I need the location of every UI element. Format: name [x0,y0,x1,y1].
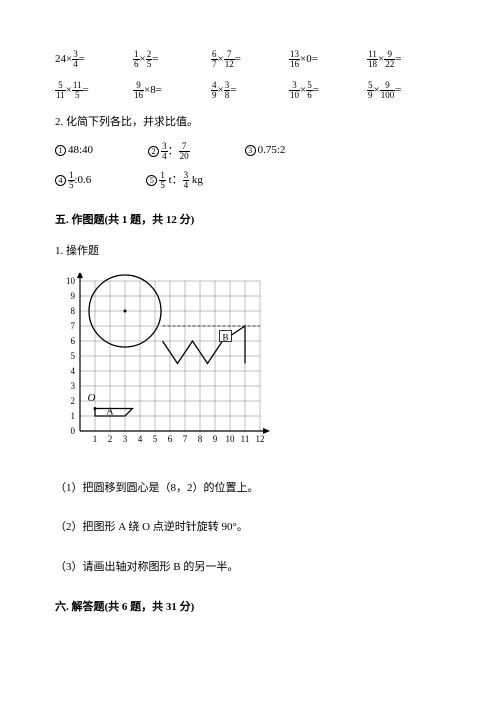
circled-num: 4 [55,175,66,186]
svg-text:4: 4 [71,366,76,376]
ratio-item: 234：720 [148,142,190,161]
svg-text:6: 6 [71,336,76,346]
q2-title: 2. 化简下列各比，并求比值。 [55,114,445,132]
arith-row-2: 511×115= 916×8= 49×38= 310×56= 59×9100= [55,81,445,100]
svg-text:9: 9 [213,434,218,444]
expr: 511×115= [55,81,133,100]
svg-text:7: 7 [71,321,76,331]
expr: 1316×0= [289,50,367,69]
ratio-item: 415:0.6 [55,171,91,190]
svg-text:7: 7 [183,434,188,444]
expr: 310×56= [289,81,367,100]
grid-figure: 123456789101112012345678910AOB [55,273,445,458]
circled-num: 1 [55,145,66,156]
instruction-2: （2）把图形 A 绕 O 点逆时针旋转 90°。 [55,519,445,537]
expr: 16×25= [133,50,211,69]
svg-text:3: 3 [71,381,76,391]
svg-text:B: B [222,332,228,342]
circled-num: 3 [245,145,256,156]
instruction-1: （1）把圆移到圆心是（8，2）的位置上。 [55,480,445,498]
svg-text:0: 0 [71,426,76,436]
svg-text:O: O [88,392,96,404]
ratio-item: 30.75:2 [245,142,286,161]
expr: 67×712= [211,50,289,69]
svg-text:9: 9 [71,291,76,301]
expr: 59×9100= [367,81,445,100]
ratio-item: 515 t：34 kg [146,171,203,190]
expr: 24×34= [55,50,133,69]
svg-text:8: 8 [198,434,203,444]
circled-num: 2 [148,146,159,157]
expr: 916×8= [133,81,211,100]
ratio-item: 148:40 [55,142,93,161]
svg-text:1: 1 [71,411,76,421]
section-5-sub: 1. 操作题 [55,243,445,261]
svg-text:2: 2 [71,396,76,406]
svg-text:8: 8 [71,306,76,316]
expr: 49×38= [211,81,289,100]
ratio-row-2: 415:0.6 515 t：34 kg [55,171,445,190]
svg-text:12: 12 [256,434,265,444]
grid-svg: 123456789101112012345678910AOB [55,273,275,458]
svg-text:6: 6 [168,434,173,444]
svg-text:10: 10 [226,434,236,444]
expr: 1118×922= [367,50,445,69]
svg-text:10: 10 [66,276,76,286]
instruction-3: （3）请画出轴对称图形 B 的另一半。 [55,559,445,577]
svg-text:11: 11 [241,434,250,444]
section-5-title: 五. 作图题(共 1 题，共 12 分) [55,212,445,230]
instructions: （1）把圆移到圆心是（8，2）的位置上。 （2）把图形 A 绕 O 点逆时针旋转… [55,480,445,577]
arith-row-1: 24×34= 16×25= 67×712= 1316×0= 1118×922= [55,50,445,69]
svg-text:5: 5 [71,351,76,361]
section-6-title: 六. 解答题(共 6 题，共 31 分) [55,599,445,617]
txt: 24× [55,53,72,65]
ratio-row-1: 148:40 234：720 30.75:2 [55,142,445,161]
circled-num: 5 [146,175,157,186]
svg-text:2: 2 [108,434,113,444]
svg-text:1: 1 [93,434,98,444]
svg-text:3: 3 [123,434,128,444]
svg-text:5: 5 [153,434,158,444]
svg-text:4: 4 [138,434,143,444]
svg-text:A: A [106,406,114,417]
